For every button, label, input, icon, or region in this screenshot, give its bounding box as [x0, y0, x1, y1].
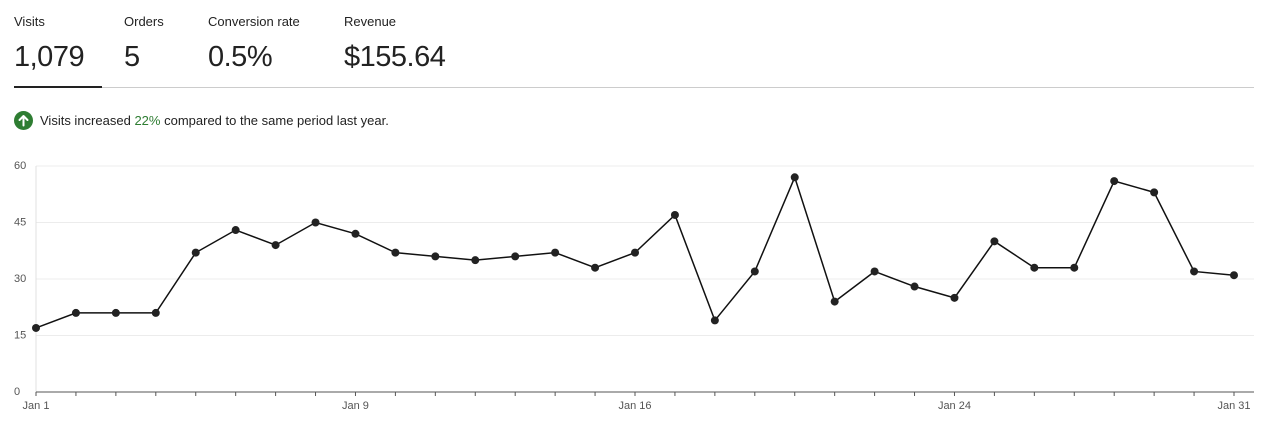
y-tick-label: 30 [14, 273, 26, 285]
point [351, 229, 360, 238]
stat-revenue[interactable]: Revenue $155.64 [344, 14, 446, 74]
y-tick-label: 60 [14, 160, 26, 172]
point [311, 218, 320, 227]
notice-highlight: 22% [134, 113, 161, 128]
point [231, 226, 240, 235]
point [471, 256, 480, 265]
y-tick-label: 0 [14, 386, 20, 398]
point [591, 263, 600, 272]
point [950, 293, 959, 302]
stat-value: 1,079 [14, 41, 85, 73]
stat-value: $155.64 [344, 41, 446, 73]
point [111, 308, 120, 317]
point [551, 248, 560, 257]
notice: Visits increased 22% compared to the sam… [14, 111, 389, 130]
stat-label: Orders [124, 14, 164, 29]
stat-conversion[interactable]: Conversion rate 0.5% [208, 14, 300, 74]
stat-label: Visits [14, 14, 45, 29]
point [431, 252, 440, 261]
point [750, 267, 759, 276]
point [990, 237, 999, 246]
point [391, 248, 400, 257]
y-tick-label: 45 [14, 216, 26, 228]
stat-orders[interactable]: Orders 5 [124, 14, 164, 74]
x-tick-label: Jan 24 [938, 400, 971, 412]
up-icon [14, 111, 33, 130]
point [631, 248, 639, 257]
point [1190, 267, 1199, 276]
notice-text: compared to the same period last year. [164, 113, 389, 128]
notice-text: Visits increased [40, 113, 131, 128]
point [1030, 263, 1039, 272]
point [830, 297, 839, 306]
point [1070, 263, 1079, 272]
active-tab-indicator [14, 86, 102, 88]
stat-value: 0.5% [208, 41, 273, 73]
point [910, 282, 919, 291]
y-tick-label: 15 [14, 329, 26, 341]
point [191, 248, 200, 257]
stat-visits[interactable]: Visits 1,079 [14, 14, 85, 74]
stat-value: 5 [124, 41, 140, 73]
point [271, 241, 280, 250]
point [710, 316, 719, 325]
point [870, 267, 879, 276]
line-chart: 0 15 30 45 60 Jan 1 Jan 9 Jan 16 Jan 24 Jan 31 [14, 160, 1254, 412]
divider [14, 87, 1254, 88]
point [670, 210, 679, 219]
point [71, 308, 80, 317]
stat-label: Conversion rate [208, 14, 300, 29]
point [1150, 188, 1159, 197]
x-tick-label: Jan 31 [1217, 400, 1250, 412]
point [1110, 177, 1119, 186]
point [1230, 271, 1238, 280]
x-tick-label: Jan 16 [618, 400, 651, 412]
point [511, 252, 520, 261]
x-tick-label: Jan 1 [23, 400, 50, 412]
point [32, 323, 40, 332]
point [790, 173, 799, 182]
x-tick-label: Jan 9 [342, 400, 369, 412]
stat-label: Revenue [344, 14, 397, 29]
point [151, 308, 160, 317]
